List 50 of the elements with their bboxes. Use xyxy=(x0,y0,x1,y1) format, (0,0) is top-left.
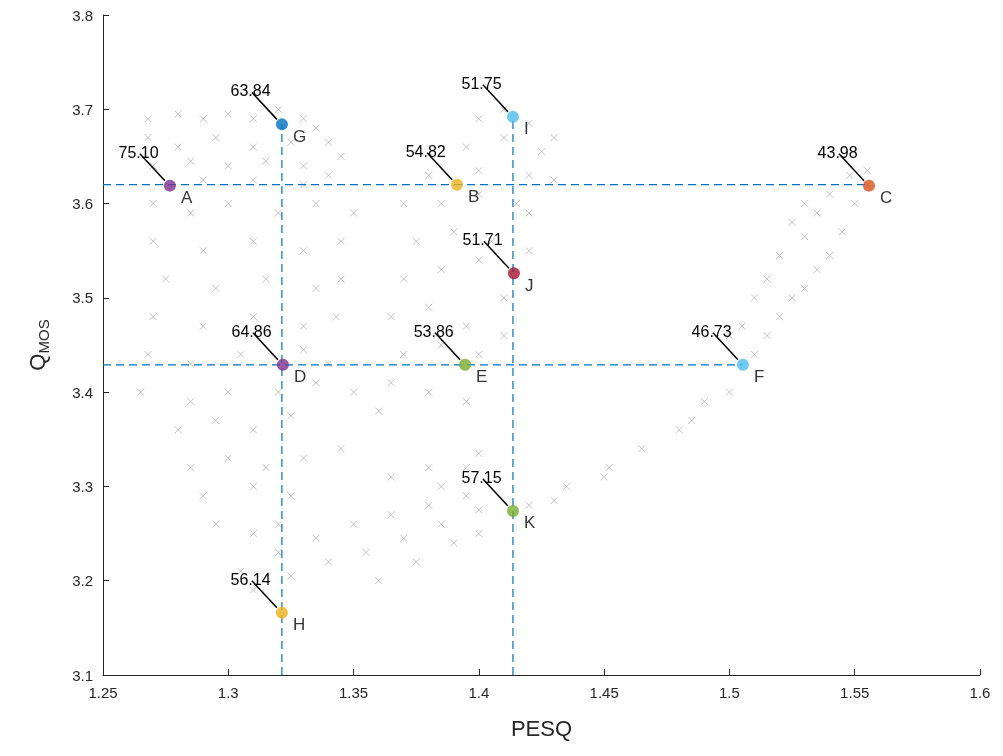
annotation: 51.75 xyxy=(461,74,502,92)
series-label: E xyxy=(476,367,488,387)
x-tick-label: 1.4 xyxy=(468,684,490,701)
annotation: 43.98 xyxy=(817,143,858,161)
y-tick-label: 3.1 xyxy=(72,666,93,684)
point xyxy=(451,178,464,191)
x-tick-label: 1.3 xyxy=(217,684,239,701)
point xyxy=(506,110,519,123)
series-label: D xyxy=(293,367,307,387)
x-tick-label: 1.45 xyxy=(589,684,619,701)
x-tick-label: 1.25 xyxy=(88,684,118,701)
x-axis-title: PESQ xyxy=(510,715,573,741)
annotation: 63.84 xyxy=(230,82,271,100)
point xyxy=(736,358,749,371)
series-label: I xyxy=(523,119,529,139)
x-tick-label: 1.35 xyxy=(338,684,369,701)
y-tick-label: 3.5 xyxy=(72,289,93,307)
annotation: 57.15 xyxy=(461,468,502,486)
annotation: 75.10 xyxy=(118,143,159,161)
annotation: 54.82 xyxy=(405,142,446,160)
annotation: 51.71 xyxy=(462,231,503,249)
y-axis-title: QMOS xyxy=(25,319,52,371)
point xyxy=(163,179,176,192)
annotation: 46.73 xyxy=(691,322,732,340)
point xyxy=(276,358,289,371)
y-tick-label: 3.8 xyxy=(72,6,93,24)
x-tick-label: 1.5 xyxy=(719,684,740,701)
point xyxy=(459,358,472,371)
y-tick-label: 3.6 xyxy=(72,195,93,213)
y-tick-label: 3.2 xyxy=(72,572,93,590)
point xyxy=(506,504,519,517)
x-tick-label: 1.6 xyxy=(969,684,991,701)
y-tick-label: 3.4 xyxy=(72,383,93,401)
x-tick-label: 1.55 xyxy=(840,684,870,701)
point xyxy=(507,267,520,280)
annotation: 56.14 xyxy=(230,570,271,588)
annotation: 53.86 xyxy=(413,322,454,340)
series-label: H xyxy=(292,615,306,635)
point xyxy=(275,606,288,619)
y-tick-label: 3.7 xyxy=(72,100,93,118)
annotation: 64.86 xyxy=(231,322,272,340)
y-tick-label: 3.3 xyxy=(72,477,93,495)
series-label: K xyxy=(523,513,536,533)
series-label: C xyxy=(880,188,893,208)
series-label: B xyxy=(468,187,480,207)
series-label: J xyxy=(524,275,534,295)
point xyxy=(275,118,288,131)
series-label: G xyxy=(292,126,307,146)
series-label: A xyxy=(180,188,193,208)
series-label: F xyxy=(753,367,765,387)
